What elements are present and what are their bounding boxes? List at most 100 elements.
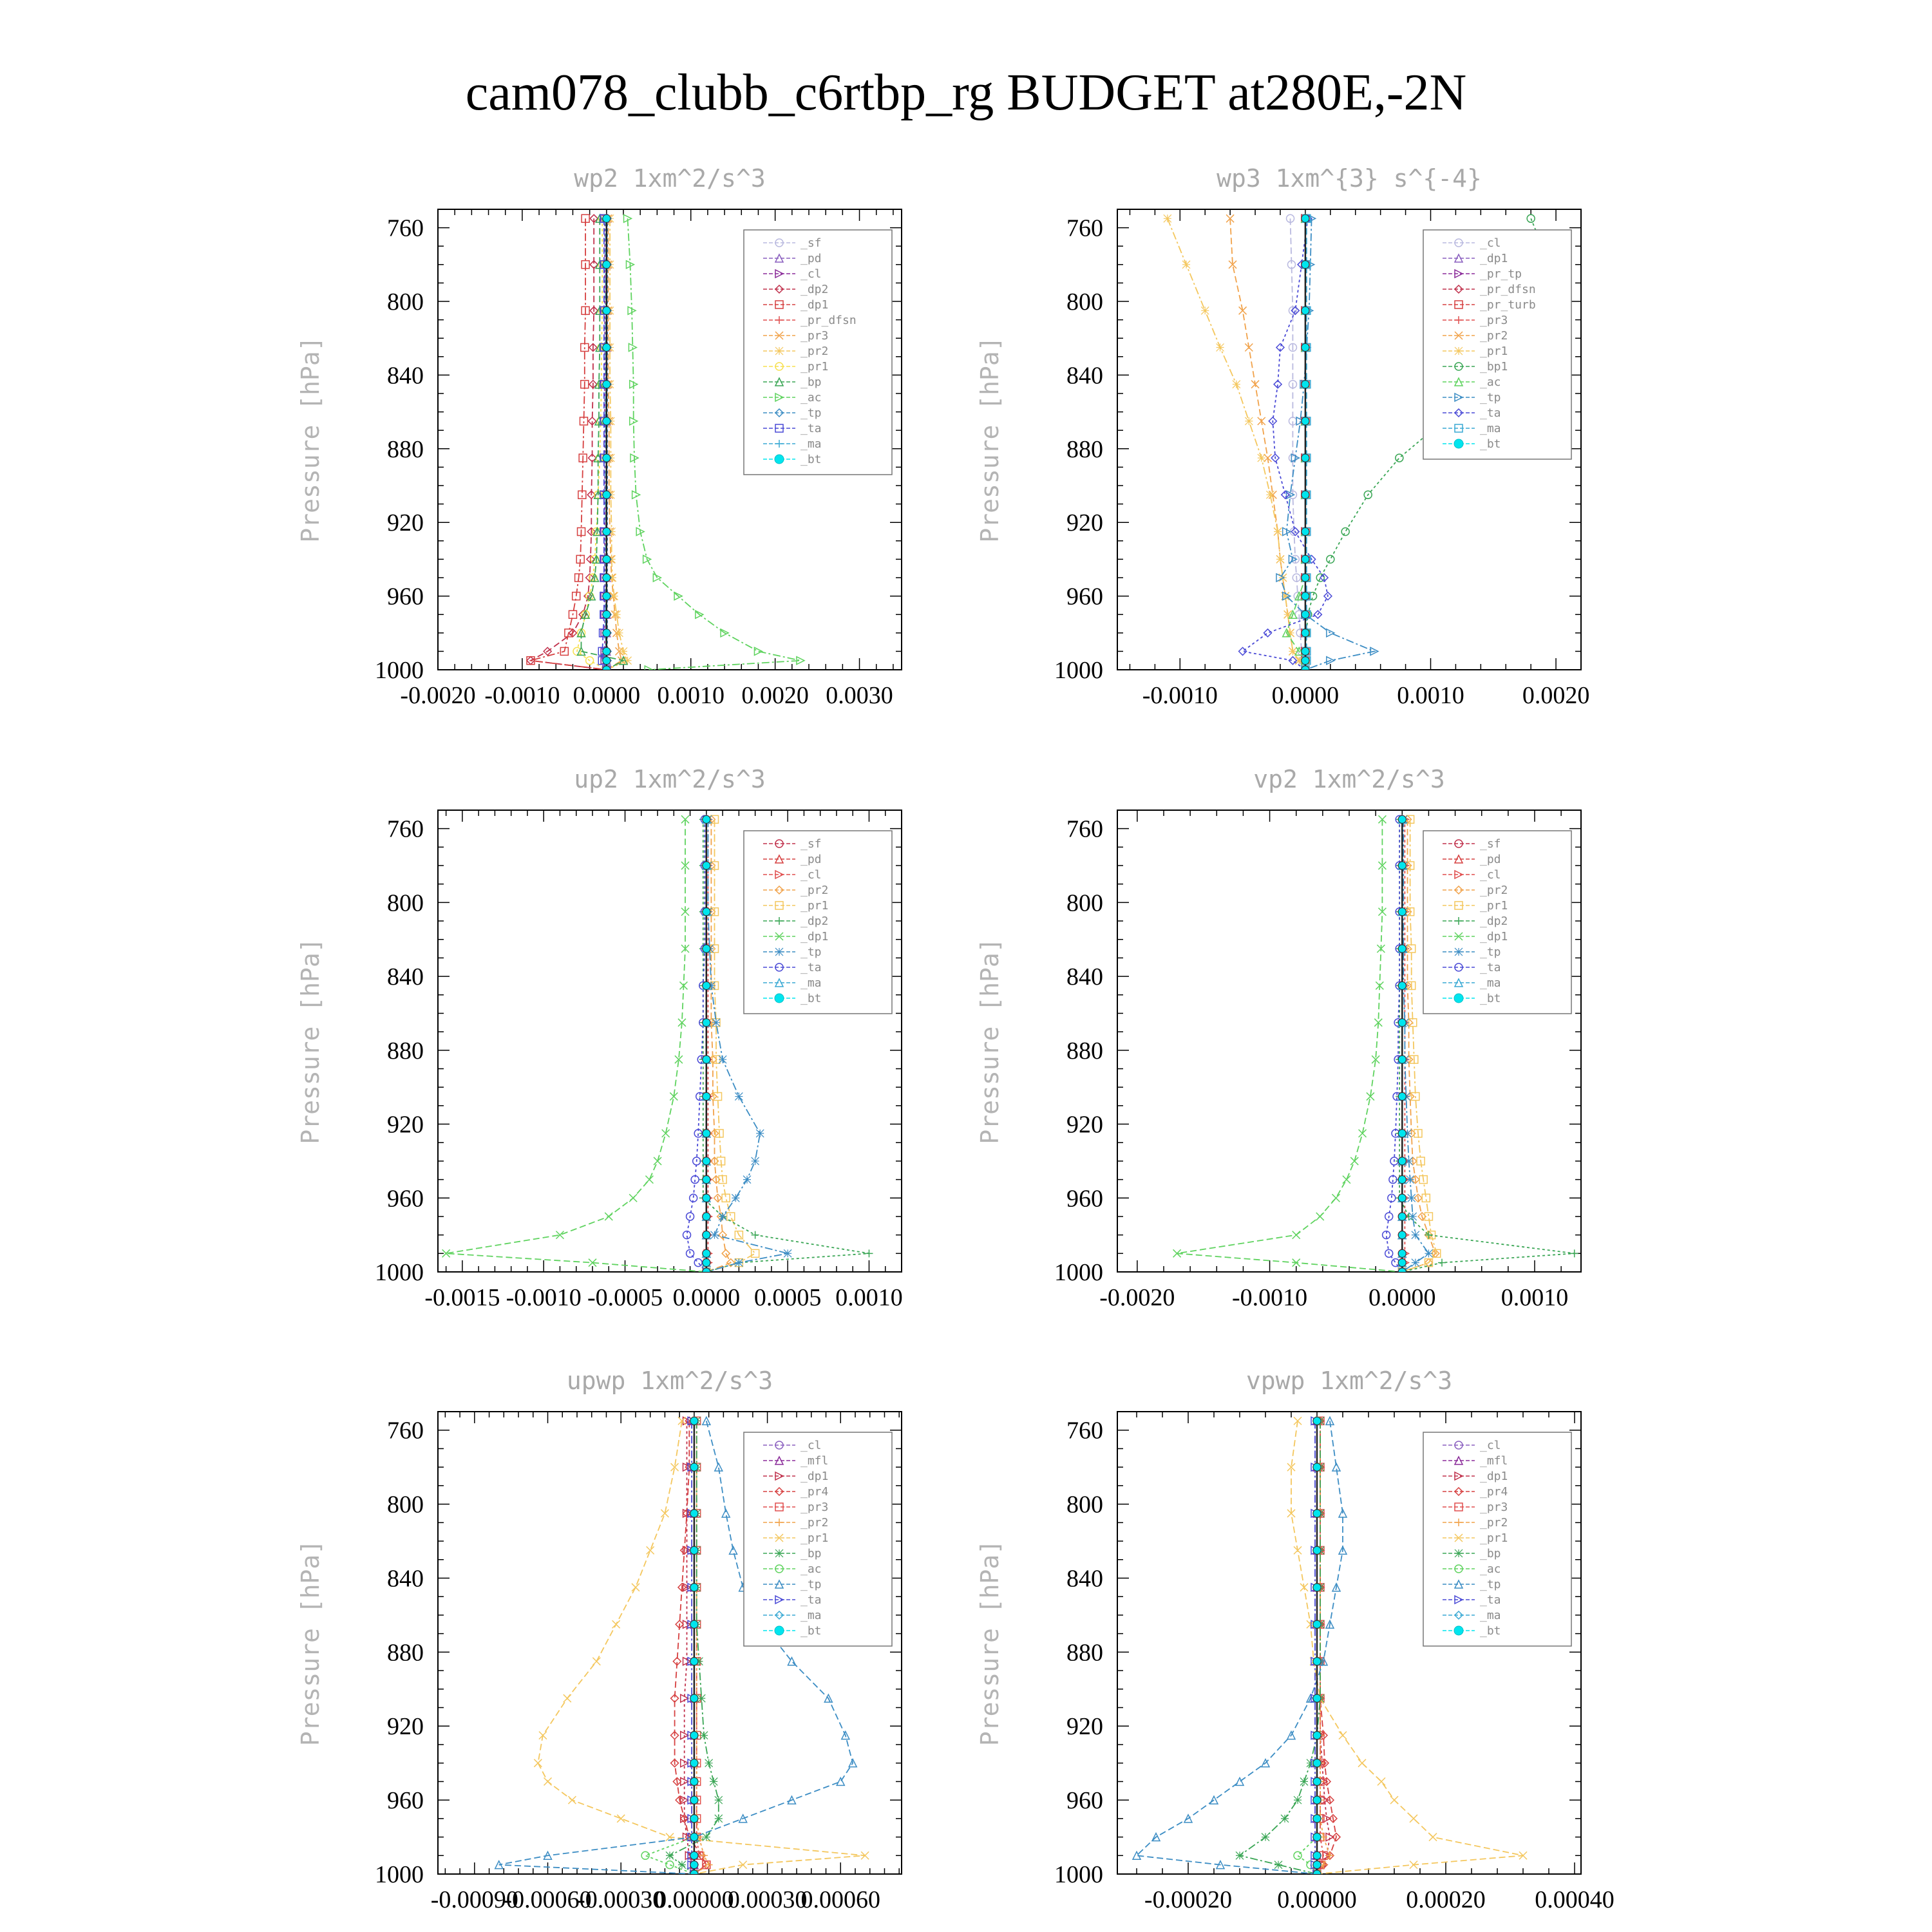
x-tick-label: -0.0010 [506, 1284, 582, 1311]
data-point-bt [1397, 1193, 1406, 1202]
legend-marker [1454, 439, 1464, 449]
data-point-tp [1276, 573, 1285, 583]
data-point-dp1 [681, 861, 690, 870]
legend-marker [775, 1471, 784, 1481]
data-point-pr1 [1281, 592, 1290, 601]
panel-title: up2 1xm^2/s^3 [574, 765, 765, 793]
data-point-dp1 [1376, 944, 1385, 953]
x-tick-label: 0.0010 [1501, 1284, 1569, 1311]
legend-marker [774, 408, 784, 418]
data-point-bt [702, 861, 711, 870]
legend-label: _sf [1480, 837, 1501, 851]
data-point-tp [1215, 1859, 1226, 1870]
data-point-bt [1312, 1795, 1321, 1804]
y-axis-label: Pressure [hPa] [976, 938, 1004, 1144]
series-line-dp1 [530, 218, 607, 670]
data-point-bt [690, 1833, 699, 1842]
y-tick-label: 920 [387, 509, 424, 536]
data-point-bt [690, 1583, 699, 1592]
y-tick-label: 880 [1066, 1639, 1103, 1666]
data-point-bp [677, 1861, 687, 1870]
data-point-bp [590, 573, 600, 582]
data-point-pr1 [1416, 1157, 1425, 1166]
x-tick-label: -0.0015 [424, 1284, 500, 1311]
data-point-bp [1300, 1777, 1309, 1786]
panels-container: wp2 1xm^2/s^3 Pressure [hPa] 760 800 840 880 9… [296, 164, 1615, 1913]
legend-label: _pr4 [1480, 1485, 1508, 1499]
data-point-bt [702, 815, 711, 824]
legend-marker [1454, 1502, 1463, 1511]
data-point-pr2 [1238, 306, 1247, 315]
data-point-tp [787, 1656, 797, 1666]
data-point-bp [699, 1731, 708, 1740]
legend-label: _pd [800, 252, 822, 265]
data-point-bt [702, 1267, 711, 1272]
data-point-pr2 [1326, 1852, 1334, 1860]
data-point-bt [690, 1795, 699, 1804]
data-point-bt [1397, 944, 1406, 953]
data-point-dp1 [1292, 1258, 1301, 1267]
data-point-pr1 [1411, 1092, 1420, 1101]
data-point-pr1 [1286, 629, 1294, 638]
series-line-tp [1280, 218, 1376, 670]
data-point-pr4 [677, 1582, 687, 1592]
data-point-pr2 [1244, 343, 1253, 352]
data-point-bt [1312, 1833, 1321, 1842]
data-point-bp [702, 1833, 711, 1841]
data-point-ta [1271, 453, 1280, 463]
data-point-tp [1411, 1258, 1420, 1267]
y-tick-label: 760 [1066, 215, 1103, 242]
x-tick-label: 0.0010 [835, 1284, 903, 1311]
legend-label: _ma [1480, 422, 1501, 435]
data-point-bp [1280, 1814, 1289, 1823]
data-point-dp1 [1378, 907, 1387, 916]
legend-label: _sf [800, 837, 822, 851]
data-point-pr2 [619, 647, 628, 656]
legend-marker [774, 993, 784, 1003]
data-point-bt [702, 1092, 711, 1101]
data-point-bt [602, 417, 611, 426]
data-point-dp2 [585, 573, 594, 583]
data-point-pr1 [1273, 527, 1282, 536]
data-point-pr1 [718, 1175, 727, 1184]
data-point-pr4 [672, 1777, 682, 1786]
legend-label: _bt [1480, 437, 1501, 451]
data-point-dp1 [1350, 1157, 1359, 1166]
legend-marker [775, 346, 784, 355]
data-point-pr1 [1409, 1814, 1418, 1823]
data-point-pr1 [715, 1129, 724, 1138]
data-point-cl [1292, 573, 1302, 582]
legend-label: _pr2 [800, 884, 828, 897]
data-point-bp [594, 416, 604, 426]
data-point-ac [625, 260, 636, 270]
data-point-dp2 [589, 214, 599, 223]
data-point-pr1 [1428, 1833, 1437, 1842]
series-group [1132, 1416, 1528, 1874]
legend-label: _bt [800, 453, 822, 466]
legend-label: _bp [800, 375, 822, 389]
legend-marker [775, 839, 784, 848]
legend-marker [774, 253, 784, 263]
data-point-bt [1301, 527, 1310, 536]
legend-box [1423, 229, 1572, 460]
data-point-dp2 [585, 554, 596, 564]
data-point-tp [840, 1730, 851, 1740]
legend-label: _bt [1480, 992, 1501, 1005]
x-tick-label: -0.00060 [504, 1886, 591, 1913]
data-point-bt [702, 1175, 711, 1184]
legend-marker [775, 316, 783, 324]
legend-marker [775, 1595, 784, 1605]
data-point-bt [702, 981, 711, 990]
panel-title: wp2 1xm^2/s^3 [574, 164, 765, 193]
data-point-ta [1275, 343, 1285, 352]
data-point-pr2 [1413, 1193, 1423, 1203]
data-point-pr1 [533, 1759, 542, 1768]
x-tick-label: -0.00030 [577, 1886, 665, 1913]
series-group [1163, 213, 1555, 670]
data-point-bt [1301, 343, 1310, 352]
data-point-ta [685, 1249, 695, 1258]
y-tick-label: 840 [387, 963, 424, 990]
data-point-pr1 [1182, 260, 1191, 269]
y-tick-label: 880 [387, 1037, 424, 1065]
data-point-pr1 [616, 1814, 625, 1823]
